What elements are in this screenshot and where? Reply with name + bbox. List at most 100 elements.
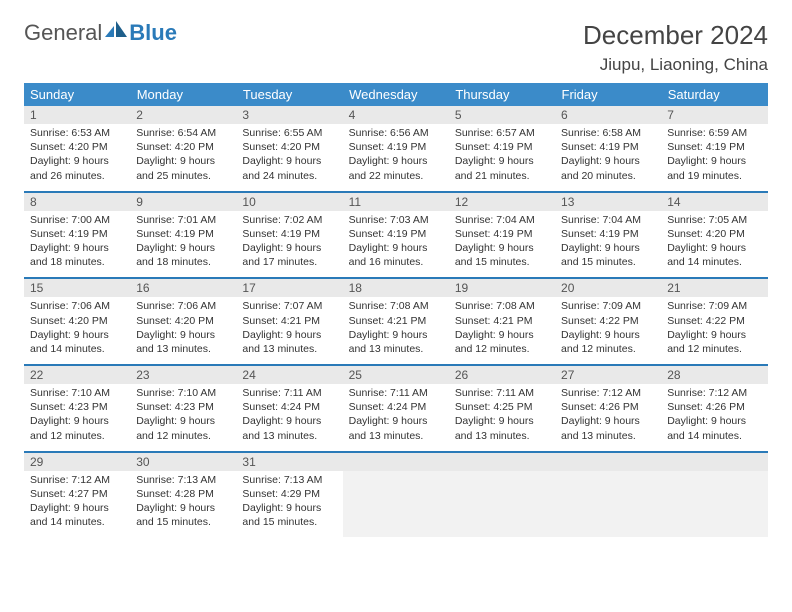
sunrise-text: Sunrise: 7:08 AM — [455, 299, 549, 313]
day-info-cell: Sunrise: 6:58 AMSunset: 4:19 PMDaylight:… — [555, 124, 661, 191]
month-year: December 2024 — [583, 20, 768, 51]
sunrise-text: Sunrise: 7:12 AM — [30, 473, 124, 487]
sunrise-text: Sunrise: 7:08 AM — [349, 299, 443, 313]
day-number-cell: 19 — [449, 279, 555, 297]
sunset-text: Sunset: 4:19 PM — [349, 227, 443, 241]
daylight-text: Daylight: 9 hours and 24 minutes. — [242, 154, 336, 182]
day-number-row: 22232425262728 — [24, 366, 768, 384]
sunset-text: Sunset: 4:22 PM — [561, 314, 655, 328]
sunset-text: Sunset: 4:21 PM — [349, 314, 443, 328]
day-info-cell — [661, 471, 767, 538]
day-number-cell — [661, 453, 767, 471]
daylight-text: Daylight: 9 hours and 22 minutes. — [349, 154, 443, 182]
daylight-text: Daylight: 9 hours and 15 minutes. — [242, 501, 336, 529]
daylight-text: Daylight: 9 hours and 15 minutes. — [455, 241, 549, 269]
day-info-row: Sunrise: 6:53 AMSunset: 4:20 PMDaylight:… — [24, 124, 768, 191]
sunset-text: Sunset: 4:29 PM — [242, 487, 336, 501]
day-info-cell: Sunrise: 6:53 AMSunset: 4:20 PMDaylight:… — [24, 124, 130, 191]
sunset-text: Sunset: 4:19 PM — [455, 140, 549, 154]
daylight-text: Daylight: 9 hours and 13 minutes. — [349, 328, 443, 356]
day-info-cell: Sunrise: 7:01 AMSunset: 4:19 PMDaylight:… — [130, 211, 236, 278]
daylight-text: Daylight: 9 hours and 17 minutes. — [242, 241, 336, 269]
sunrise-text: Sunrise: 7:04 AM — [561, 213, 655, 227]
sunset-text: Sunset: 4:22 PM — [667, 314, 761, 328]
daylight-text: Daylight: 9 hours and 25 minutes. — [136, 154, 230, 182]
day-info-cell: Sunrise: 7:10 AMSunset: 4:23 PMDaylight:… — [24, 384, 130, 451]
day-number-cell: 30 — [130, 453, 236, 471]
sunrise-text: Sunrise: 7:05 AM — [667, 213, 761, 227]
sunset-text: Sunset: 4:23 PM — [30, 400, 124, 414]
day-info-cell: Sunrise: 7:11 AMSunset: 4:25 PMDaylight:… — [449, 384, 555, 451]
day-number-cell: 21 — [661, 279, 767, 297]
sunset-text: Sunset: 4:26 PM — [561, 400, 655, 414]
daylight-text: Daylight: 9 hours and 13 minutes. — [242, 414, 336, 442]
day-number-cell: 26 — [449, 366, 555, 384]
sunset-text: Sunset: 4:28 PM — [136, 487, 230, 501]
day-number-row: 1234567 — [24, 106, 768, 124]
sunrise-text: Sunrise: 7:00 AM — [30, 213, 124, 227]
day-number-cell: 1 — [24, 106, 130, 124]
day-info-cell: Sunrise: 7:06 AMSunset: 4:20 PMDaylight:… — [24, 297, 130, 364]
day-number-cell: 3 — [236, 106, 342, 124]
daylight-text: Daylight: 9 hours and 13 minutes. — [349, 414, 443, 442]
day-info-cell: Sunrise: 7:09 AMSunset: 4:22 PMDaylight:… — [661, 297, 767, 364]
day-info-cell: Sunrise: 7:10 AMSunset: 4:23 PMDaylight:… — [130, 384, 236, 451]
day-info-cell: Sunrise: 7:09 AMSunset: 4:22 PMDaylight:… — [555, 297, 661, 364]
day-number-cell: 29 — [24, 453, 130, 471]
day-of-week-cell: Thursday — [449, 83, 555, 106]
day-info-cell — [343, 471, 449, 538]
sunset-text: Sunset: 4:19 PM — [30, 227, 124, 241]
day-info-cell: Sunrise: 7:08 AMSunset: 4:21 PMDaylight:… — [449, 297, 555, 364]
day-info-cell: Sunrise: 7:12 AMSunset: 4:26 PMDaylight:… — [661, 384, 767, 451]
day-info-cell: Sunrise: 7:13 AMSunset: 4:28 PMDaylight:… — [130, 471, 236, 538]
sunrise-text: Sunrise: 7:01 AM — [136, 213, 230, 227]
day-number-cell: 13 — [555, 193, 661, 211]
sunset-text: Sunset: 4:20 PM — [30, 140, 124, 154]
day-info-cell: Sunrise: 7:07 AMSunset: 4:21 PMDaylight:… — [236, 297, 342, 364]
day-number-row: 891011121314 — [24, 193, 768, 211]
day-number-cell: 7 — [661, 106, 767, 124]
day-number-row: 293031 — [24, 453, 768, 471]
sunset-text: Sunset: 4:19 PM — [561, 140, 655, 154]
day-info-cell: Sunrise: 7:02 AMSunset: 4:19 PMDaylight:… — [236, 211, 342, 278]
sunrise-text: Sunrise: 7:12 AM — [561, 386, 655, 400]
day-number-cell: 31 — [236, 453, 342, 471]
daylight-text: Daylight: 9 hours and 20 minutes. — [561, 154, 655, 182]
day-info-cell: Sunrise: 7:11 AMSunset: 4:24 PMDaylight:… — [343, 384, 449, 451]
sunrise-text: Sunrise: 6:58 AM — [561, 126, 655, 140]
day-number-cell: 20 — [555, 279, 661, 297]
day-of-week-row: SundayMondayTuesdayWednesdayThursdayFrid… — [24, 83, 768, 106]
sunrise-text: Sunrise: 7:07 AM — [242, 299, 336, 313]
sunset-text: Sunset: 4:21 PM — [242, 314, 336, 328]
day-number-cell — [449, 453, 555, 471]
sunset-text: Sunset: 4:23 PM — [136, 400, 230, 414]
daylight-text: Daylight: 9 hours and 13 minutes. — [455, 414, 549, 442]
sunrise-text: Sunrise: 6:57 AM — [455, 126, 549, 140]
day-number-cell: 11 — [343, 193, 449, 211]
logo: General Blue — [24, 20, 177, 46]
day-info-row: Sunrise: 7:12 AMSunset: 4:27 PM Daylight:… — [24, 471, 768, 538]
sunrise-text: Sunrise: 6:56 AM — [349, 126, 443, 140]
sunrise-text: Sunrise: 6:55 AM — [242, 126, 336, 140]
day-info-cell: Sunrise: 7:11 AMSunset: 4:24 PMDaylight:… — [236, 384, 342, 451]
sunset-text: Sunset: 4:19 PM — [561, 227, 655, 241]
sunset-text: Sunset: 4:19 PM — [136, 227, 230, 241]
logo-text-general: General — [24, 20, 102, 46]
day-info-cell: Sunrise: 6:57 AMSunset: 4:19 PMDaylight:… — [449, 124, 555, 191]
sunrise-text: Sunrise: 7:11 AM — [455, 386, 549, 400]
day-info-cell: Sunrise: 7:05 AMSunset: 4:20 PMDaylight:… — [661, 211, 767, 278]
day-number-cell: 28 — [661, 366, 767, 384]
day-info-row: Sunrise: 7:00 AMSunset: 4:19 PMDaylight:… — [24, 211, 768, 278]
day-number-cell: 15 — [24, 279, 130, 297]
daylight-text: Daylight: 9 hours and 18 minutes. — [136, 241, 230, 269]
daylight-text: Daylight: 9 hours and 12 minutes. — [667, 328, 761, 356]
day-number-cell: 9 — [130, 193, 236, 211]
daylight-text: Daylight: 9 hours and 16 minutes. — [349, 241, 443, 269]
day-of-week-cell: Saturday — [661, 83, 767, 106]
daylight-text: Daylight: 9 hours and 19 minutes. — [667, 154, 761, 182]
sunrise-text: Sunrise: 7:02 AM — [242, 213, 336, 227]
sunset-text: Sunset: 4:27 PM — [30, 487, 124, 501]
daylight-text: Daylight: 9 hours and 14 minutes. — [667, 414, 761, 442]
calendar-table: SundayMondayTuesdayWednesdayThursdayFrid… — [24, 83, 768, 537]
day-of-week-cell: Tuesday — [236, 83, 342, 106]
